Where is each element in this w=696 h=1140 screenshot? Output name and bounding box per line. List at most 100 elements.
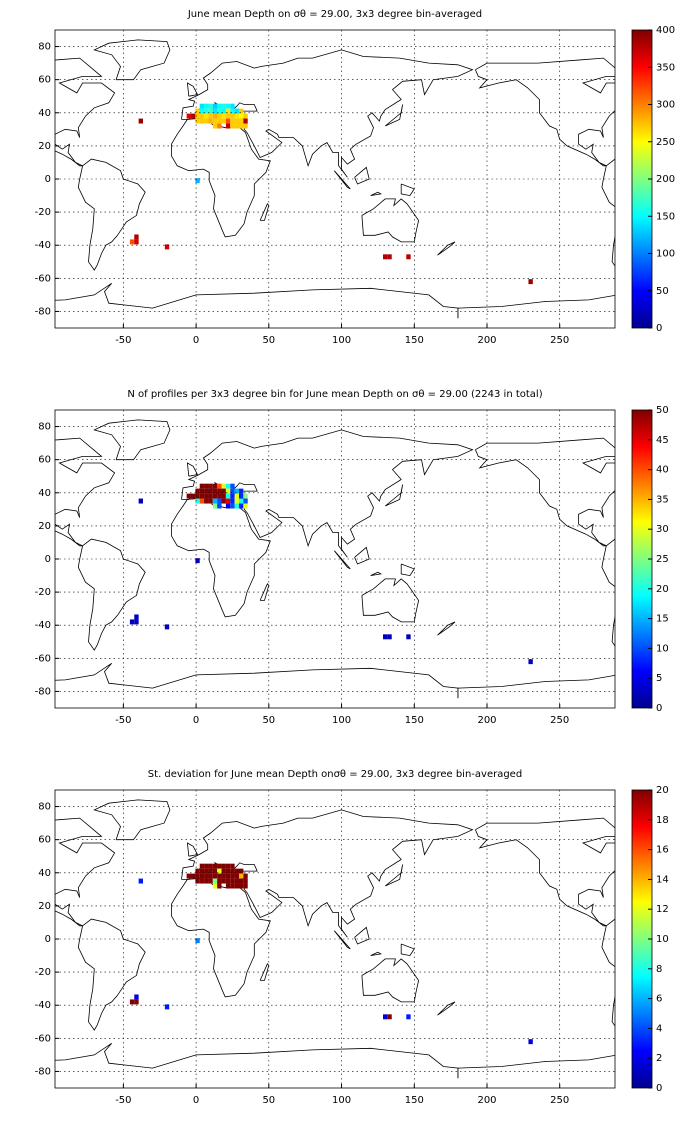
y-tick-label: 20 [38, 521, 51, 532]
bin-cell [230, 873, 235, 879]
bin-cell [217, 493, 222, 499]
bin-cell [191, 493, 196, 499]
bin-cell [164, 624, 170, 630]
x-tick-label: 50 [262, 1095, 275, 1106]
bin-cell [212, 498, 218, 504]
bin-cell [221, 113, 226, 119]
bin-cell [208, 878, 213, 884]
bin-cell [199, 873, 205, 879]
colorbar-tick-label: 50 [656, 405, 669, 416]
bin-cell [134, 614, 139, 620]
x-tick-label: 150 [405, 715, 424, 726]
colorbar-tick-label: 20 [656, 785, 669, 796]
y-tick-label: 80 [38, 422, 51, 433]
bin-cell [528, 279, 533, 285]
y-tick-label: 80 [38, 802, 51, 813]
y-tick-label: -20 [35, 967, 51, 978]
x-tick-label: 200 [477, 335, 496, 346]
coastline [384, 864, 403, 887]
coastline [333, 550, 351, 570]
y-tick-label: -40 [35, 240, 51, 251]
bin-cell [230, 498, 235, 504]
colorbar-tick-label: 25 [656, 554, 669, 565]
bin-cell [138, 118, 143, 124]
x-tick-label: 200 [477, 1095, 496, 1106]
bin-cell [204, 103, 209, 109]
bin-cell [208, 118, 213, 124]
bin-cell [383, 254, 388, 260]
bin-cell [212, 503, 218, 509]
bin-cell [225, 498, 231, 504]
coastline [333, 170, 351, 190]
y-tick-label: -60 [35, 1033, 51, 1044]
y-tick-label: -80 [35, 1066, 51, 1077]
bin-cell [204, 498, 209, 504]
bin-cell [225, 123, 231, 129]
colorbar-tick-label: 10 [656, 934, 669, 945]
colorbar-tick-label: 40 [656, 465, 669, 476]
bin-cell [221, 493, 226, 499]
colorbar-tick-label: 14 [656, 874, 669, 885]
x-tick-label: 100 [332, 1095, 351, 1106]
coastline [400, 943, 415, 957]
bin-cell [221, 863, 226, 869]
x-tick-label: 150 [405, 1095, 424, 1106]
y-tick-label: -60 [35, 653, 51, 664]
bin-cell [195, 108, 200, 114]
coastline [55, 437, 116, 547]
bin-cell [204, 873, 209, 879]
y-tick-label: -80 [35, 686, 51, 697]
map-panel: N of profiles per 3x3 degree bin for Jun… [35, 389, 669, 726]
coastline [354, 546, 370, 565]
bin-cell [129, 999, 135, 1005]
colorbar-tick-label: 4 [656, 1023, 662, 1034]
bin-cell [204, 483, 209, 489]
coastline [55, 282, 459, 319]
coastline [171, 877, 271, 998]
bin-cell [225, 868, 231, 874]
x-tick-label: 50 [262, 335, 275, 346]
coastline [93, 419, 171, 461]
bin-cell [230, 878, 235, 884]
bin-cell [208, 113, 213, 119]
coastline [618, 40, 694, 80]
bin-cell [208, 488, 213, 494]
bin-cell [230, 103, 235, 109]
bin-cell [186, 113, 191, 119]
coastline [437, 1001, 456, 1016]
bin-cell [195, 878, 200, 884]
bin-cell [199, 113, 205, 119]
colorbar-tick-label: 12 [656, 904, 669, 915]
coastline [400, 563, 415, 577]
colorbar-tick-label: 400 [656, 25, 675, 36]
bin-cell [199, 878, 205, 884]
bin-cell [195, 873, 200, 879]
bin-cell [204, 488, 209, 494]
bin-cell [129, 239, 135, 245]
bin-cell [204, 863, 209, 869]
coastline [181, 49, 474, 178]
bin-cell [239, 118, 244, 124]
bin-cell [212, 113, 218, 119]
y-tick-label: 40 [38, 488, 51, 499]
bin-cell [225, 113, 231, 119]
y-tick-label: -80 [35, 306, 51, 317]
bin-cell [239, 493, 244, 499]
x-tick-label: 100 [332, 715, 351, 726]
x-tick-label: 250 [550, 335, 569, 346]
bin-cell [204, 868, 209, 874]
bin-cell [239, 123, 244, 129]
bin-cell [234, 108, 239, 114]
y-tick-label: -40 [35, 620, 51, 631]
coastline [475, 57, 615, 167]
bin-cell [239, 498, 244, 504]
bin-cell [217, 488, 222, 494]
colorbar-tick-label: 5 [656, 673, 662, 684]
coastline [354, 166, 370, 185]
bin-cell [204, 493, 209, 499]
bin-cell [195, 178, 200, 184]
coastline [77, 918, 146, 1031]
colorbar-tick-label: 50 [656, 286, 669, 297]
bin-cell [234, 118, 239, 124]
x-tick-label: 0 [193, 715, 199, 726]
